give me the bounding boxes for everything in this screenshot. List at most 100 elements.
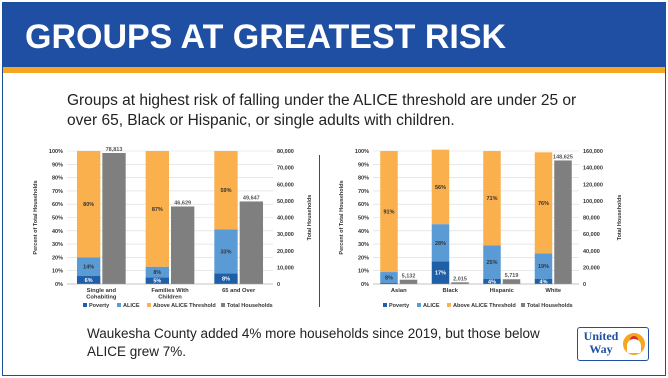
- y-tick-label: 30%: [358, 242, 369, 248]
- bar-total-households: [502, 279, 521, 284]
- data-label-total-households: 2,015: [453, 276, 467, 282]
- legend-swatch: [83, 303, 87, 307]
- legend-label: ALICE: [123, 303, 140, 309]
- y2-tick-label: 140,000: [583, 166, 603, 172]
- bar-alice: [380, 272, 398, 283]
- data-label-poverty: 6%: [85, 278, 93, 284]
- data-label-poverty: 5%: [153, 279, 161, 285]
- data-label-alice: 28%: [435, 241, 446, 247]
- x-tick-label: Asian: [391, 288, 407, 294]
- data-label-poverty: 4%: [540, 279, 548, 285]
- data-label-above-alice-threshold: 76%: [538, 201, 549, 207]
- y-tick-label: 70%: [52, 189, 63, 195]
- bar-alice: [76, 257, 101, 277]
- bar-poverty: [380, 282, 398, 284]
- y-tick-label: 80%: [52, 176, 63, 182]
- bar-alice: [534, 253, 553, 279]
- logo-text: United Way: [583, 329, 619, 356]
- chart-divider: [319, 155, 320, 307]
- data-label-above-alice-threshold: 71%: [486, 196, 497, 202]
- y-tick-label: 90%: [358, 162, 369, 168]
- bar-total-households: [451, 282, 469, 284]
- y2-tick-label: 120,000: [583, 182, 603, 188]
- data-label-alice: 8%: [153, 270, 161, 276]
- x-tick-label: White: [545, 288, 562, 294]
- y-axis-title: Percent of Total Households: [33, 180, 39, 254]
- accent-stripe: [3, 67, 665, 73]
- bar-total-households: [102, 152, 126, 284]
- bar-above-alice-threshold: [431, 149, 450, 225]
- data-label-above-alice-threshold: 80%: [83, 202, 94, 208]
- data-label-total-households: 49,647: [243, 195, 260, 201]
- y-tick-label: 100%: [355, 149, 369, 155]
- bar-above-alice-threshold: [380, 151, 398, 273]
- y2-tick-label: 50,000: [277, 199, 294, 205]
- data-label-poverty: 8%: [222, 277, 230, 283]
- y2-axis-title: Total Households: [307, 195, 313, 241]
- y-tick-label: 40%: [52, 229, 63, 235]
- data-label-above-alice-threshold: 59%: [220, 188, 231, 194]
- legend-swatch: [447, 303, 451, 307]
- bar-above-alice-threshold: [145, 151, 169, 267]
- bar-poverty: [145, 277, 169, 284]
- data-label-alice: 25%: [486, 260, 497, 266]
- y2-tick-label: 10,000: [277, 265, 294, 271]
- bar-poverty: [534, 278, 553, 284]
- household-type-chart: 0% 10% 20% 30% 40% 50% 60% 70% 80% 90% 100% 0 10,000…: [33, 147, 313, 309]
- legend-swatch: [521, 303, 525, 307]
- y-tick-label: 20%: [358, 255, 369, 261]
- race-ethnicity-chart: 0% 10% 20% 30% 40% 50% 60% 70% 80% 90% 100% 0 20,000…: [339, 149, 623, 309]
- legend-label: Total Households: [527, 303, 573, 309]
- data-label-poverty: 4%: [488, 279, 496, 285]
- bar-poverty: [483, 278, 501, 284]
- x-tick-label: Hispanic: [490, 288, 515, 294]
- bar-above-alice-threshold: [76, 151, 101, 258]
- data-label-total-households: 5,719: [505, 273, 519, 279]
- y-tick-label: 50%: [52, 216, 63, 222]
- data-label-alice: 33%: [220, 249, 231, 255]
- y-tick-label: 10%: [358, 269, 369, 275]
- y2-tick-label: 70,000: [277, 166, 294, 172]
- y-tick-label: 70%: [358, 189, 369, 195]
- y2-tick-label: 0: [583, 282, 586, 288]
- y2-tick-label: 60,000: [583, 232, 600, 238]
- y2-tick-label: 80,000: [277, 149, 294, 155]
- y2-axis-title: Total Households: [617, 195, 623, 241]
- united-way-logo: United Way: [577, 327, 649, 361]
- data-label-alice: 8%: [385, 275, 393, 281]
- data-label-total-households: 46,629: [174, 200, 191, 206]
- y-tick-label: 20%: [52, 255, 63, 261]
- legend-swatch: [117, 303, 121, 307]
- y2-tick-label: 40,000: [277, 216, 294, 222]
- y2-tick-label: 100,000: [583, 199, 603, 205]
- header-bar: GROUPS AT GREATEST RISK: [3, 3, 665, 67]
- legend-swatch: [417, 303, 421, 307]
- y2-tick-label: 0: [277, 282, 280, 288]
- y-tick-label: 60%: [358, 202, 369, 208]
- bar-poverty: [214, 273, 238, 284]
- legend-label: Above ALICE Threshold: [453, 303, 516, 309]
- y-tick-label: 90%: [52, 162, 63, 168]
- united-way-hand-icon: [623, 333, 645, 355]
- data-label-above-alice-threshold: 56%: [435, 185, 446, 191]
- bar-above-alice-threshold: [534, 152, 553, 254]
- bar-alice: [431, 224, 450, 262]
- bar-poverty: [431, 261, 450, 284]
- legend-label: Total Households: [227, 303, 273, 309]
- y-tick-label: 100%: [49, 149, 63, 155]
- y-axis-title: Percent of Total Households: [339, 180, 345, 254]
- footer-text: Waukesha County added 4% more households…: [87, 326, 540, 359]
- legend-swatch: [147, 303, 151, 307]
- x-tick-label: Single and Cohabiting: [86, 288, 117, 301]
- bar-total-households: [239, 201, 264, 284]
- y2-tick-label: 20,000: [277, 249, 294, 255]
- y2-tick-label: 20,000: [583, 265, 600, 271]
- data-label-alice: 14%: [83, 265, 94, 271]
- y-tick-label: 0%: [55, 282, 63, 288]
- bar-poverty: [76, 276, 101, 284]
- legend-swatch: [221, 303, 225, 307]
- data-label-above-alice-threshold: 91%: [383, 210, 394, 216]
- legend-label: Poverty: [389, 303, 410, 309]
- x-tick-label: 65 and Over: [222, 288, 256, 294]
